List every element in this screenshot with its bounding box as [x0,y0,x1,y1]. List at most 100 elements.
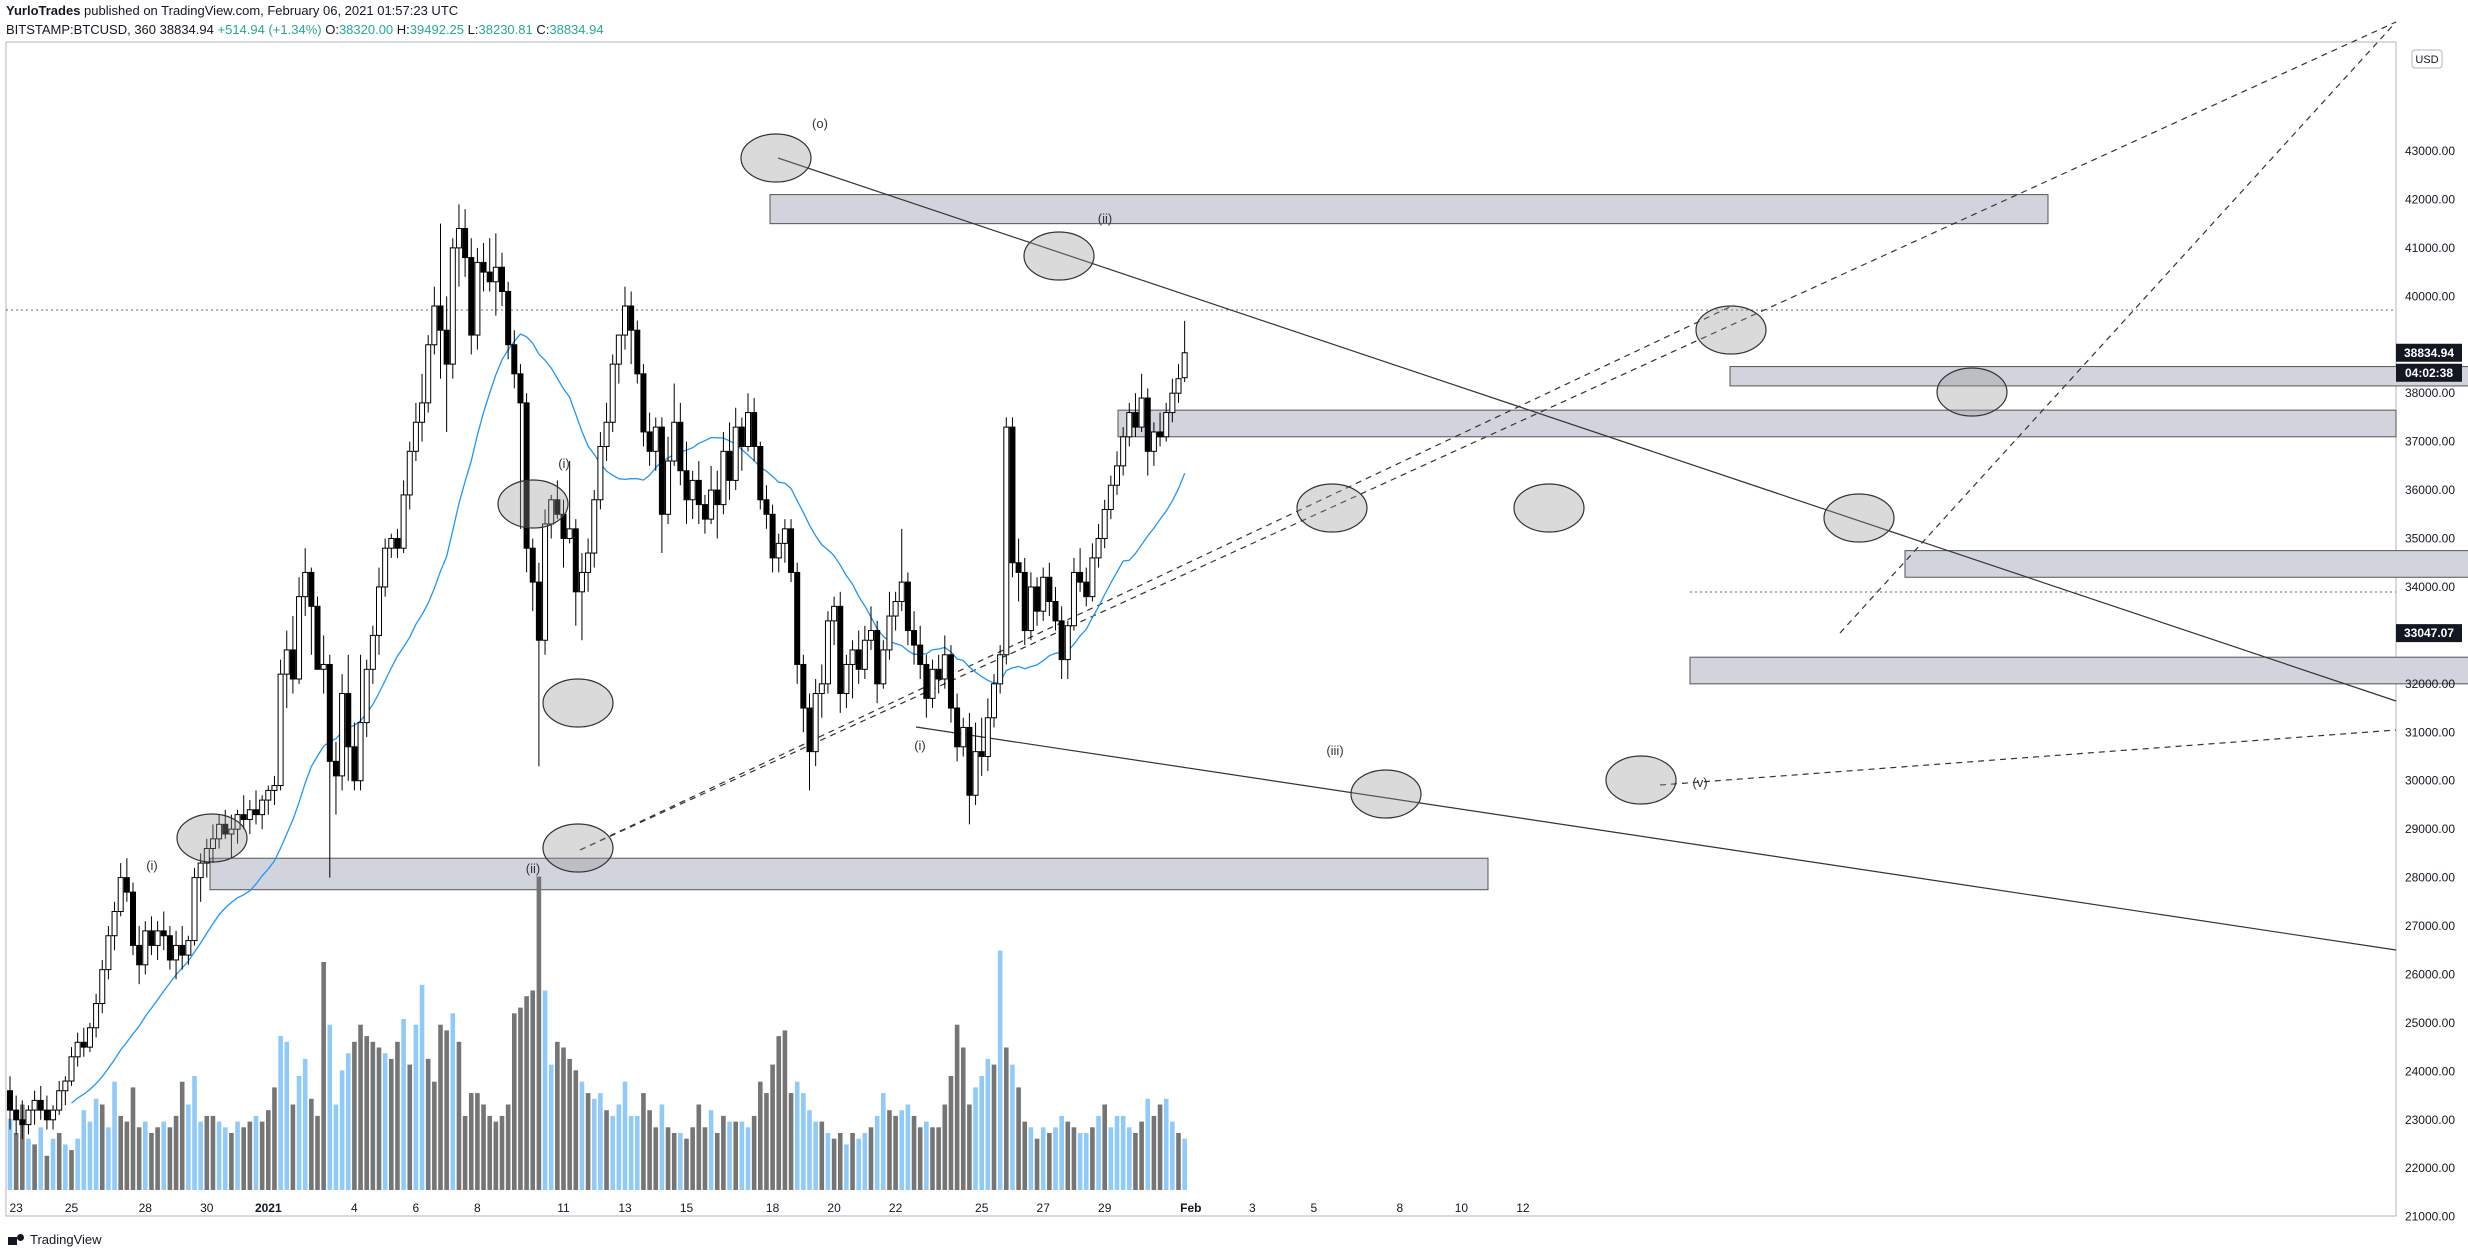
time-tick-label: 15 [680,1201,694,1215]
candle-body [240,814,247,820]
volume-bar [136,1127,142,1190]
price-tick-label: 35000.00 [2405,532,2455,546]
candle-body [929,668,936,699]
volume-bar [1176,1133,1181,1190]
volume-bar [1182,1138,1187,1190]
close-label: C: [536,22,550,37]
volume-bar [456,1041,462,1190]
candle-body [148,930,155,946]
volume-bar [161,1121,167,1190]
volume-bar [358,1024,363,1190]
candle-body [794,571,801,665]
volume-bar [997,950,1003,1190]
candle-body [677,421,684,472]
volume-bar [973,1087,978,1190]
volume-bar [881,1093,886,1190]
volume-bar [924,1121,929,1190]
ma-line [71,333,1186,1104]
candle-body [62,1080,69,1092]
candle-body [505,290,512,346]
candle-body [154,930,161,946]
currency-badge[interactable]: USD [2411,49,2443,69]
price-tick-label: 38000.00 [2405,386,2455,400]
candle-body [462,228,469,259]
candle-body [431,305,438,346]
candle-body [80,1041,87,1048]
descending-trendline-lower [915,726,2397,951]
wave-label: (i) [558,456,570,471]
candle-body [1144,397,1151,452]
candle-body [99,969,106,1005]
volume-bar [739,1121,745,1190]
time-tick-label: 12 [1516,1201,1530,1215]
volume-bar [794,1081,800,1190]
volume-bar [1157,1104,1163,1190]
moving-average [71,333,1186,1104]
volume-bar [290,1104,296,1190]
price-axis[interactable]: 43000.00 42000.00 41000.00 40000.00 38000.00… [2405,144,2455,1224]
volume-bar [413,1024,419,1190]
volume-bar [1151,1115,1157,1190]
candle-body [320,663,327,670]
candle-body [831,605,838,622]
volume-bar [1016,1087,1021,1190]
price-tick-label: 40000.00 [2405,289,2455,303]
volume-bar [179,1081,185,1190]
candle-body [326,663,333,762]
volume-bar [321,962,326,1190]
candle-body [1083,581,1090,598]
candle-body [1132,412,1139,428]
time-tick-label: 13 [618,1201,632,1215]
volume-bar [192,1076,197,1190]
legend-line: BITSTAMP:BTCUSD, 360 38834.94 +514.94 (+… [6,22,604,37]
price-tick-label: 28000.00 [2405,871,2455,885]
candle-body [665,460,672,515]
candle-body [622,305,628,336]
volume-bar [856,1138,861,1190]
wave-label: (ii) [1098,211,1112,226]
volume-bar [401,1019,406,1190]
candle-body [892,600,899,617]
candle-body [978,751,985,758]
candle-body [972,751,979,796]
volume-bar [315,1115,320,1190]
author-name[interactable]: YurloTrades [6,3,81,18]
volume-bar [364,1036,369,1190]
candle-body [824,620,831,685]
volume-bar [69,1150,74,1190]
volume-bar [936,1127,941,1190]
candle-body [1175,378,1182,394]
candle-body [578,571,585,593]
candle-body [1157,431,1164,438]
time-tick-label: 29 [1098,1201,1112,1215]
volume-bar [954,1024,960,1190]
time-axis[interactable]: 23 25 28 30 2021 4 6 8 11 13 15 18 20 22 25 27 29 Feb 3 5 8 1… [9,1201,1529,1215]
candle-body [689,479,696,501]
volume-bar [38,1127,44,1190]
volume-bar [475,1093,480,1190]
volume-bar [788,1093,794,1190]
volume-bar [764,1093,769,1190]
volume-bar [106,1127,111,1190]
candle-body [179,944,186,956]
candle-body [253,809,259,816]
volume-bar [198,1121,203,1190]
price-tags: 38834.94 04:02:38 33047.07 [2396,343,2462,643]
candle-body [1077,571,1084,583]
price-tick-label: 30000.00 [2405,774,2455,788]
symbol-label[interactable]: BITSTAMP:BTCUSD, 360 [6,22,157,37]
volume-bar [604,1110,609,1190]
volume-bar [389,1058,394,1190]
volume-bar [641,1093,646,1190]
candle-body [757,445,764,501]
footer-brand[interactable]: TradingView [8,1232,102,1247]
candle-body [1021,571,1028,632]
candle-body [105,935,112,971]
time-tick-label: 6 [413,1201,420,1215]
volume-bar [1163,1098,1169,1190]
time-tick-label: 23 [9,1201,23,1215]
candle-body [751,412,758,447]
candle-body [1009,426,1016,564]
candle-body [671,421,678,462]
